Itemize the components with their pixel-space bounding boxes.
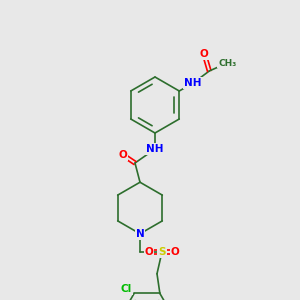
Text: O: O [145,247,153,257]
Text: O: O [200,49,208,59]
Text: NH: NH [146,144,164,154]
Text: O: O [118,150,127,160]
Text: N: N [136,229,144,239]
Text: NH: NH [184,78,202,88]
Text: S: S [158,247,166,257]
Text: CH₃: CH₃ [218,58,236,68]
Text: Cl: Cl [121,284,132,295]
Text: O: O [171,247,179,257]
